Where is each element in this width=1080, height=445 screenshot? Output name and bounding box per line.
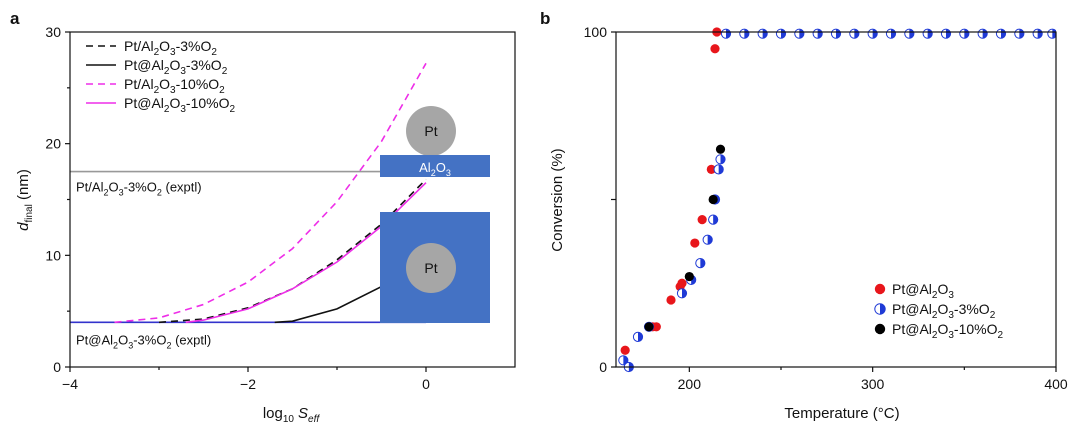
data-point [706,164,716,174]
data-point [684,271,694,282]
data-point [940,28,952,39]
data-point [618,355,629,366]
data-point [830,28,842,39]
al2o3-support-label: Al2O3 [419,160,451,178]
data-point [885,28,897,39]
data-point [708,194,718,205]
panel-b-plot-area [618,27,1056,373]
x-tick-label: −2 [240,376,256,392]
panel-a-x-axis-label: log10 Seff [263,405,321,425]
panel-b-markers [618,27,1056,373]
data-point [959,28,970,39]
data-point [922,28,933,39]
data-point [715,154,726,165]
legend-label: Pt@Al2O3-3%O2 [892,301,996,321]
data-point [677,278,687,288]
data-point [757,28,768,39]
pt-particle-encapsulated [406,243,456,293]
x-tick-label: 200 [678,376,702,392]
data-point [690,238,700,248]
x-tick-label: 0 [422,376,430,392]
legend-label: Pt@Al2O3-3%O2 [124,57,228,77]
y-tick-label: 0 [599,359,607,375]
panel-a: a Pt/Al2O3-3%O2 (exptl) Pt@Al2O3-3%O2 (ex… [10,9,516,425]
series-line [114,62,427,324]
data-point [775,28,787,39]
data-point [867,28,878,39]
data-point [874,323,886,335]
data-point [720,28,732,39]
data-point [620,345,630,355]
legend-label: Pt/Al2O3-3%O2 [124,38,217,58]
data-point [977,28,988,39]
data-point [1014,28,1025,39]
panel-a-label: a [10,9,20,28]
legend-label: Pt@Al2O3 [892,281,954,301]
pt-particle-top [406,106,456,156]
pt-particle-top-label: Pt [424,123,437,139]
legend-label: Pt@Al2O3-10%O2 [124,95,235,115]
panel-a-schematic: Pt Al2O3 Pt [380,106,490,323]
data-point [651,322,661,332]
data-point [812,28,823,39]
data-point [702,234,713,245]
y-tick-label: 20 [45,136,61,152]
data-point [666,295,676,305]
data-point [794,28,805,39]
data-point [995,28,1007,39]
data-point [715,144,726,154]
y-tick-label: 10 [45,247,61,263]
al2o3-support-slab [380,155,490,177]
data-point [710,44,720,54]
legend-label: Pt/Al2O3-10%O2 [124,76,225,96]
y-tick-label: 0 [53,359,61,375]
data-point [1032,28,1043,39]
panel-a-axes: −4 −2 0 0 10 20 30 [45,24,516,392]
pt-particle-encapsulated-label: Pt [424,260,437,276]
reference-line-label: Pt/Al2O3-3%O2 (exptl) [76,180,202,198]
x-tick-label: −4 [62,376,78,392]
data-point [708,214,719,225]
panel-b-y-axis-label: Conversion (%) [549,148,566,251]
legend-label: Pt@Al2O3-10%O2 [892,321,1003,341]
x-tick-label: 300 [861,376,885,392]
panel-a-legend: Pt/Al2O3-3%O2Pt@Al2O3-3%O2Pt/Al2O3-10%O2… [86,38,235,115]
panel-b-label: b [540,9,550,28]
data-point [644,322,654,332]
panel-a-y-axis-label: dfinal (nm) [15,169,35,231]
data-point [874,283,886,295]
data-point [695,258,706,269]
data-point [739,28,750,39]
panel-b-x-axis-label: Temperature (°C) [784,405,899,422]
y-tick-label: 30 [45,24,61,40]
data-point [697,215,707,225]
panel-b: b 200 300 400 0 100 Pt@Al2O3Pt@Al2O3-3%O2Pt@… [540,9,1068,422]
data-point [632,331,644,342]
y-tick-label: 100 [584,24,608,40]
data-point [676,288,688,299]
data-point [713,164,724,175]
reference-line-label: Pt@Al2O3-3%O2 (exptl) [76,332,211,350]
data-point [1047,28,1056,39]
data-point [904,28,915,39]
data-point [874,303,886,315]
x-tick-label: 400 [1044,376,1068,392]
data-point [849,28,860,39]
panel-b-axes: 200 300 400 0 100 [584,24,1068,392]
